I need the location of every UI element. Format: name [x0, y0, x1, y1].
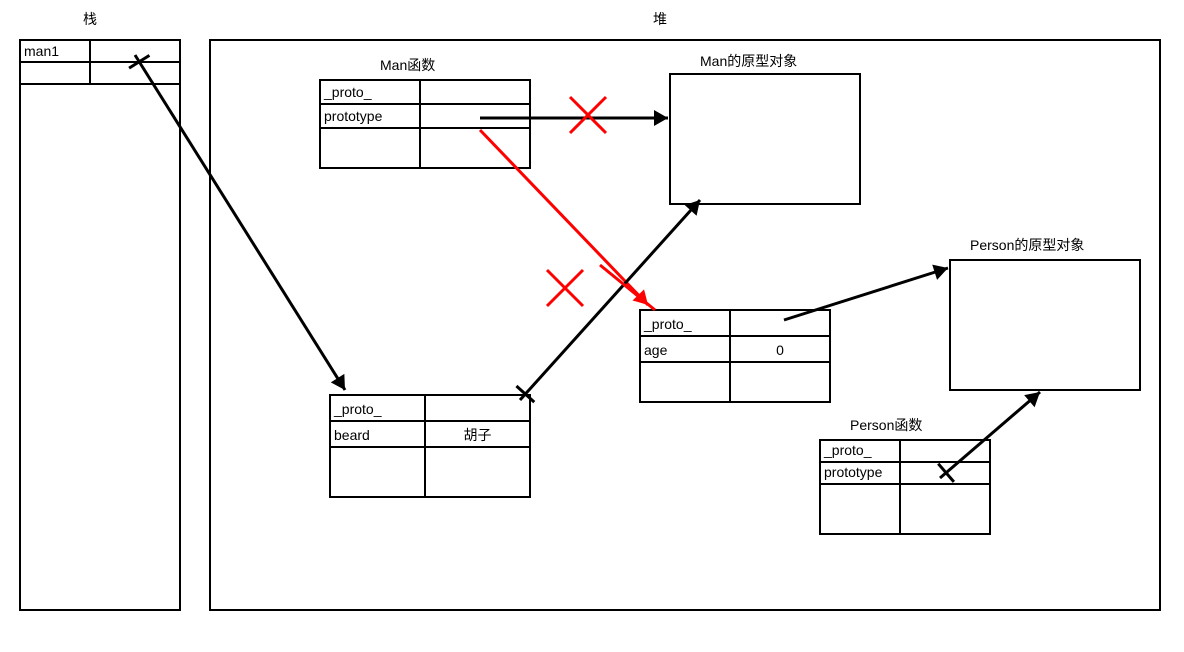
man1-obj-table-cell: _proto_ [333, 401, 382, 417]
stack-label: 栈 [83, 11, 97, 27]
anon-obj-table-cell: _proto_ [643, 316, 692, 332]
personProto-title: Person的原型对象 [970, 237, 1084, 253]
heap-label: 堆 [653, 11, 667, 27]
anon-obj-table-cell: age [644, 342, 668, 358]
anon-obj-table-cell: 0 [776, 342, 784, 358]
man1-obj-table-cell: beard [334, 427, 370, 443]
person-func-table-cell: _proto_ [823, 442, 872, 458]
person-func-table-title: Person函数 [850, 417, 922, 433]
man-func-table-cell: prototype [324, 108, 383, 124]
man-func-table-title: Man函数 [380, 57, 435, 73]
person-func-table-cell: prototype [824, 464, 883, 480]
man-func-table-cell: _proto_ [323, 84, 372, 100]
stack-cell: man1 [24, 43, 59, 59]
diagram-canvas: 栈堆man1Man的原型对象Person的原型对象Man函数_proto_pro… [0, 0, 1184, 652]
man1-obj-table-cell: 胡子 [464, 427, 492, 443]
manProto-title: Man的原型对象 [700, 53, 797, 69]
